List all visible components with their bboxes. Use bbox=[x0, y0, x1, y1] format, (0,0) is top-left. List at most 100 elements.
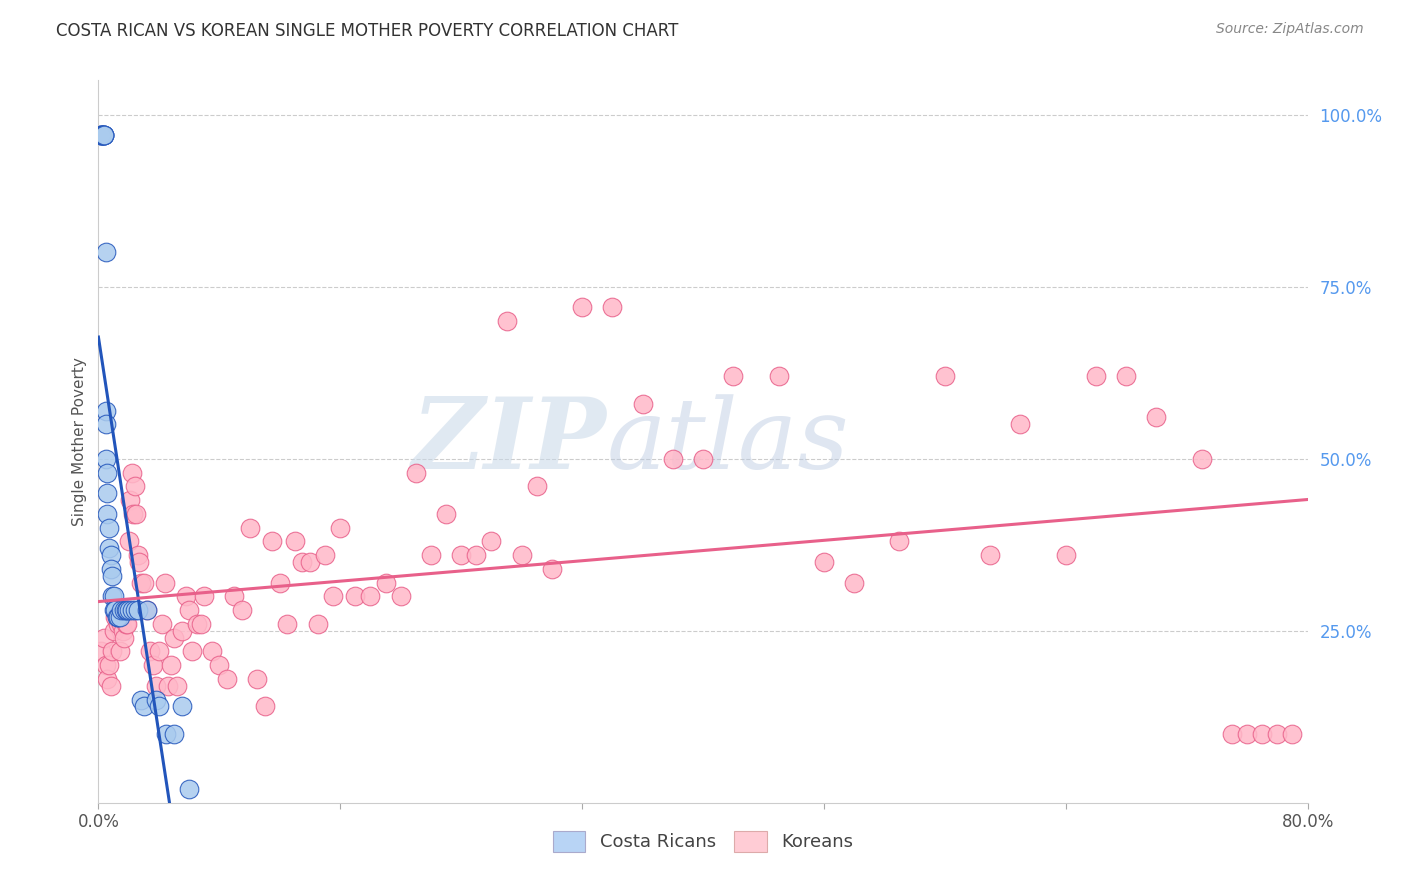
Point bbox=[104, 610, 127, 624]
Point bbox=[170, 624, 193, 638]
Point bbox=[98, 541, 121, 556]
Point bbox=[118, 534, 141, 549]
Point bbox=[1191, 451, 1213, 466]
Point bbox=[1251, 727, 1274, 741]
Text: Source: ZipAtlas.com: Source: ZipAtlas.com bbox=[1216, 22, 1364, 37]
Point bbox=[153, 575, 176, 590]
Point bbox=[108, 644, 131, 658]
Point bbox=[132, 699, 155, 714]
Point bbox=[246, 672, 269, 686]
Point bbox=[96, 486, 118, 500]
Point bbox=[110, 603, 132, 617]
Point bbox=[115, 603, 138, 617]
Point bbox=[110, 616, 132, 631]
Point bbox=[344, 590, 367, 604]
Point bbox=[90, 644, 112, 658]
Point bbox=[118, 603, 141, 617]
Point bbox=[90, 128, 112, 143]
Point bbox=[94, 658, 117, 673]
Point bbox=[208, 658, 231, 673]
Point bbox=[253, 699, 276, 714]
Point bbox=[124, 603, 146, 617]
Point bbox=[135, 603, 157, 617]
Point bbox=[540, 562, 562, 576]
Y-axis label: Single Mother Poverty: Single Mother Poverty bbox=[72, 357, 87, 526]
Point bbox=[360, 590, 382, 604]
Text: atlas: atlas bbox=[606, 394, 849, 489]
Point bbox=[107, 610, 129, 624]
Point bbox=[190, 616, 212, 631]
Point bbox=[156, 679, 179, 693]
Point bbox=[160, 658, 183, 673]
Point bbox=[420, 548, 443, 562]
Point bbox=[1236, 727, 1258, 741]
Point bbox=[112, 631, 135, 645]
Point bbox=[93, 128, 115, 143]
Point bbox=[111, 624, 134, 638]
Point bbox=[135, 603, 157, 617]
Point bbox=[314, 548, 336, 562]
Point bbox=[571, 301, 593, 315]
Point bbox=[94, 245, 117, 260]
Point bbox=[1115, 369, 1137, 384]
Point bbox=[93, 631, 115, 645]
Point bbox=[120, 493, 142, 508]
Point bbox=[122, 507, 145, 521]
Point bbox=[661, 451, 683, 466]
Point bbox=[510, 548, 533, 562]
Point bbox=[127, 603, 149, 617]
Point bbox=[121, 603, 143, 617]
Point bbox=[103, 624, 125, 638]
Text: COSTA RICAN VS KOREAN SINGLE MOTHER POVERTY CORRELATION CHART: COSTA RICAN VS KOREAN SINGLE MOTHER POVE… bbox=[56, 22, 679, 40]
Point bbox=[94, 417, 117, 432]
Point bbox=[495, 314, 517, 328]
Point bbox=[934, 369, 956, 384]
Point bbox=[979, 548, 1001, 562]
Point bbox=[215, 672, 238, 686]
Point bbox=[692, 451, 714, 466]
Point bbox=[307, 616, 329, 631]
Point bbox=[179, 782, 201, 797]
Text: ZIP: ZIP bbox=[412, 393, 606, 490]
Point bbox=[163, 727, 186, 741]
Point bbox=[100, 562, 122, 576]
Point bbox=[101, 644, 124, 658]
Point bbox=[166, 679, 188, 693]
Point bbox=[299, 555, 322, 569]
Point bbox=[93, 128, 115, 143]
Point bbox=[602, 301, 624, 315]
Point bbox=[631, 397, 654, 411]
Point bbox=[148, 644, 170, 658]
Point bbox=[231, 603, 253, 617]
Point bbox=[276, 616, 298, 631]
Point bbox=[101, 568, 124, 582]
Point bbox=[239, 520, 262, 534]
Point bbox=[129, 575, 152, 590]
Point bbox=[114, 603, 136, 617]
Point bbox=[1010, 417, 1032, 432]
Point bbox=[91, 128, 114, 143]
Point bbox=[96, 466, 118, 480]
Point bbox=[389, 590, 412, 604]
Point bbox=[148, 699, 170, 714]
Point bbox=[201, 644, 224, 658]
Point bbox=[100, 548, 122, 562]
Point bbox=[100, 679, 122, 693]
Point bbox=[450, 548, 472, 562]
Point bbox=[291, 555, 314, 569]
Point bbox=[145, 692, 167, 706]
Point bbox=[94, 403, 117, 417]
Point bbox=[481, 534, 503, 549]
Legend: Costa Ricans, Koreans: Costa Ricans, Koreans bbox=[546, 823, 860, 859]
Point bbox=[174, 590, 197, 604]
Point bbox=[1267, 727, 1289, 741]
Point bbox=[115, 616, 138, 631]
Point bbox=[405, 466, 427, 480]
Point bbox=[1054, 548, 1077, 562]
Point bbox=[129, 692, 152, 706]
Point bbox=[107, 616, 129, 631]
Point bbox=[90, 128, 112, 143]
Point bbox=[374, 575, 396, 590]
Point bbox=[434, 507, 457, 521]
Point bbox=[179, 603, 201, 617]
